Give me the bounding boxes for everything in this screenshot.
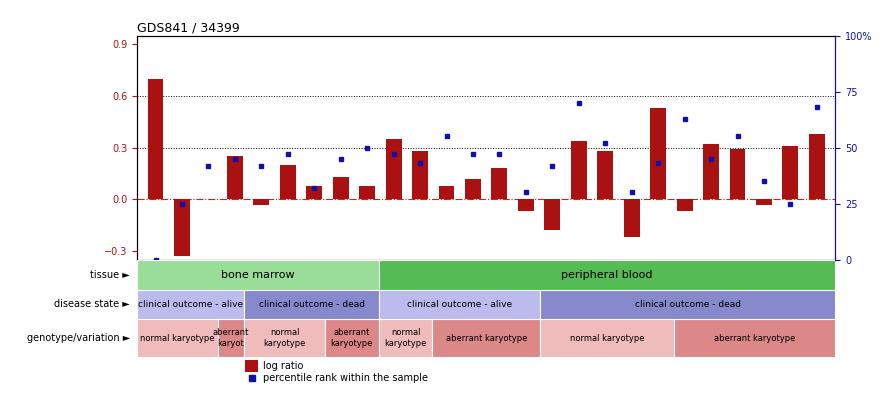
Bar xyxy=(571,141,587,199)
Text: tissue ►: tissue ► xyxy=(90,270,130,280)
Bar xyxy=(492,168,507,199)
Bar xyxy=(729,149,745,199)
Bar xyxy=(332,177,348,199)
Bar xyxy=(756,199,772,204)
Text: aberrant
karyot: aberrant karyot xyxy=(213,328,249,348)
Text: peripheral blood: peripheral blood xyxy=(561,270,652,280)
Bar xyxy=(280,165,296,199)
Text: clinical outcome - alive: clinical outcome - alive xyxy=(138,300,243,309)
Bar xyxy=(378,320,432,357)
Bar xyxy=(412,151,428,199)
Bar xyxy=(540,289,835,320)
Bar xyxy=(217,320,245,357)
Text: normal
karyotype: normal karyotype xyxy=(263,328,306,348)
Bar xyxy=(137,260,378,289)
Bar xyxy=(174,199,190,256)
Bar xyxy=(378,260,835,289)
Bar xyxy=(148,79,164,199)
Text: clinical outcome - alive: clinical outcome - alive xyxy=(407,300,512,309)
Bar xyxy=(545,199,560,230)
Text: normal karyotype: normal karyotype xyxy=(140,333,215,343)
Text: percentile rank within the sample: percentile rank within the sample xyxy=(263,373,428,383)
Bar xyxy=(359,186,375,199)
Bar xyxy=(540,320,674,357)
Bar xyxy=(809,134,825,199)
Text: aberrant karyotype: aberrant karyotype xyxy=(446,333,527,343)
Bar xyxy=(782,146,798,199)
Text: clinical outcome - dead: clinical outcome - dead xyxy=(259,300,364,309)
Bar xyxy=(254,199,270,204)
Text: aberrant karyotype: aberrant karyotype xyxy=(714,333,796,343)
Text: disease state ►: disease state ► xyxy=(54,299,130,309)
Bar xyxy=(245,360,258,372)
Text: clinical outcome - dead: clinical outcome - dead xyxy=(635,300,741,309)
Bar xyxy=(325,320,378,357)
Bar xyxy=(674,320,835,357)
Bar xyxy=(438,186,454,199)
Bar xyxy=(598,151,613,199)
Bar xyxy=(137,289,245,320)
Bar xyxy=(703,144,719,199)
Text: log ratio: log ratio xyxy=(263,361,303,371)
Bar xyxy=(245,320,325,357)
Bar xyxy=(465,179,481,199)
Text: normal karyotype: normal karyotype xyxy=(570,333,644,343)
Text: GDS841 / 34399: GDS841 / 34399 xyxy=(137,21,240,34)
Text: bone marrow: bone marrow xyxy=(221,270,294,280)
Bar xyxy=(385,139,401,199)
Bar xyxy=(651,108,666,199)
Text: genotype/variation ►: genotype/variation ► xyxy=(27,333,130,343)
Bar xyxy=(245,289,378,320)
Text: aberrant
karyotype: aberrant karyotype xyxy=(331,328,373,348)
Text: normal
karyotype: normal karyotype xyxy=(385,328,427,348)
Bar xyxy=(624,199,640,237)
Bar xyxy=(137,320,217,357)
Bar xyxy=(307,186,322,199)
Bar xyxy=(378,289,540,320)
Bar xyxy=(227,156,243,199)
Bar xyxy=(518,199,534,211)
Bar xyxy=(432,320,540,357)
Bar xyxy=(676,199,692,211)
